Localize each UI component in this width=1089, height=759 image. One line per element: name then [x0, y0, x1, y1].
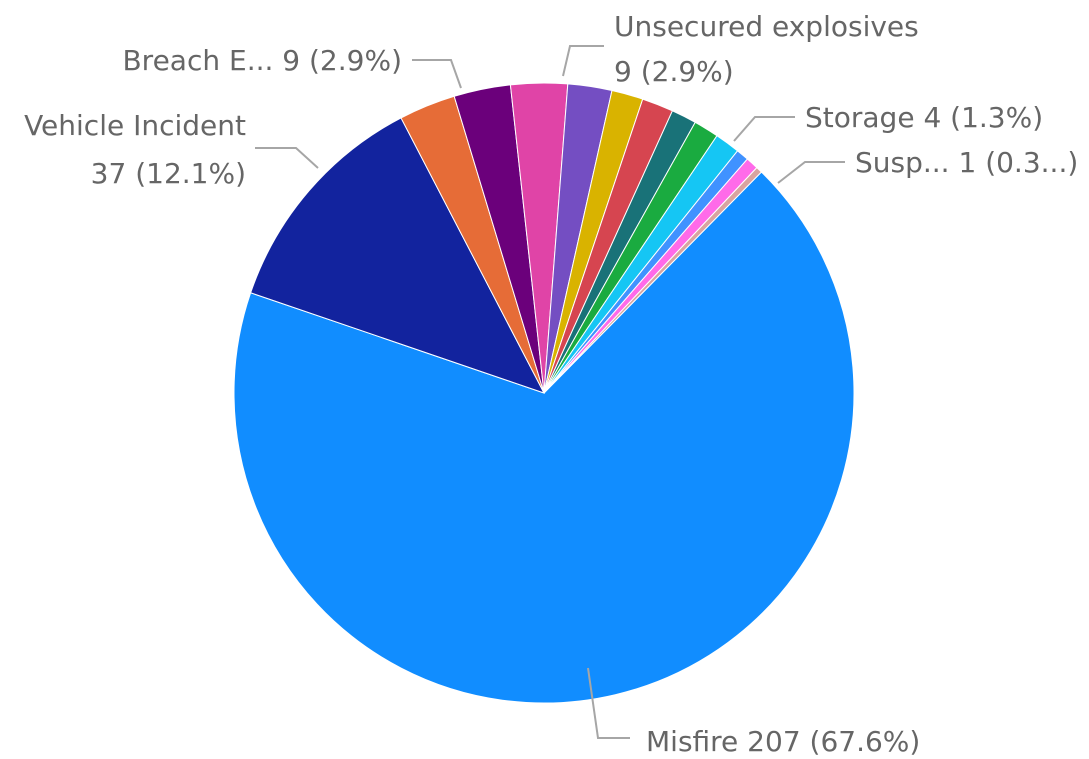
data-label-storage: Storage 4 (1.3%): [805, 101, 1043, 134]
leader-line-breach: [412, 59, 462, 89]
pie-slice-misfire-0: [233, 171, 855, 704]
leader-line-susp: [777, 161, 845, 184]
leader-lines: [255, 45, 845, 739]
data-label-unsecured-explosives-value: 9 (2.9%): [614, 55, 734, 88]
leader-line-vehicle-incident: [255, 147, 319, 169]
leader-line-misfire: [587, 667, 630, 739]
pie-slice-vehicle-incident-1: [250, 117, 546, 394]
leader-line-unsecured-explosives: [562, 45, 604, 77]
pie-slice-susp-13: [543, 166, 763, 394]
data-label-vehicle-incident-value: 37 (12.1%): [91, 157, 246, 190]
data-label-misfire: Misfire 207 (67.6%): [646, 725, 920, 758]
pie-slices: [233, 82, 855, 704]
data-label-breach: Breach E... 9 (2.9%): [122, 44, 402, 77]
data-label-susp: Susp... 1 (0.3...): [855, 146, 1078, 179]
data-label-vehicle-incident-name: Vehicle Incident: [24, 109, 246, 142]
data-labels: Misfire 207 (67.6%) Vehicle Incident 37 …: [24, 10, 1078, 758]
data-label-unsecured-explosives-name: Unsecured explosives: [614, 10, 919, 43]
leader-line-storage: [733, 116, 795, 142]
